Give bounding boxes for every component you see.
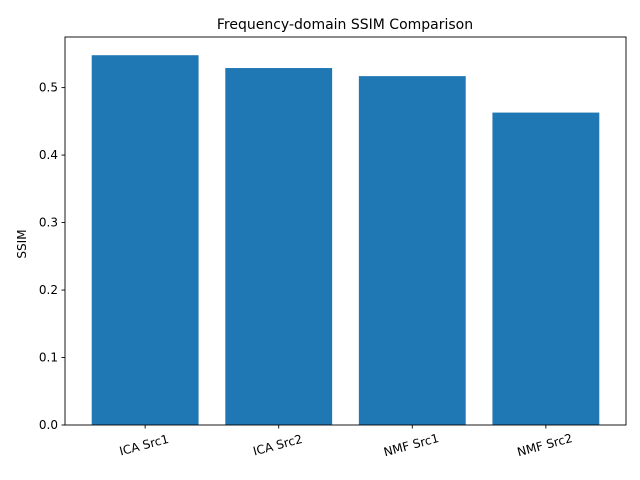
bar-2	[225, 68, 333, 425]
plot-area: 0.0 0.1 0.2 0.3 0.4 0.5 ICA Src1 ICA Src2 NMF Sr…	[39, 36, 627, 459]
y-tick-label: 0.2	[39, 283, 58, 297]
y-tick-label: 0.4	[39, 148, 58, 162]
y-tick-label: 0.0	[39, 418, 58, 432]
bar-3	[358, 76, 466, 425]
x-tick-label: NMF Src1	[382, 431, 440, 459]
bar-4	[492, 112, 600, 425]
chart-title: Frequency-domain SSIM Comparison	[217, 17, 473, 33]
bar-1	[91, 55, 199, 426]
y-axis-label: SSIM	[15, 229, 29, 258]
x-tick-label: ICA Src2	[251, 432, 303, 459]
y-tick-label: 0.5	[39, 81, 58, 95]
axes-frame	[64, 36, 627, 426]
x-tick-label: ICA Src1	[118, 432, 170, 459]
y-tick-label: 0.1	[39, 351, 58, 365]
y-tick-label: 0.3	[39, 216, 58, 230]
x-tick-label: NMF Src2	[516, 431, 574, 459]
